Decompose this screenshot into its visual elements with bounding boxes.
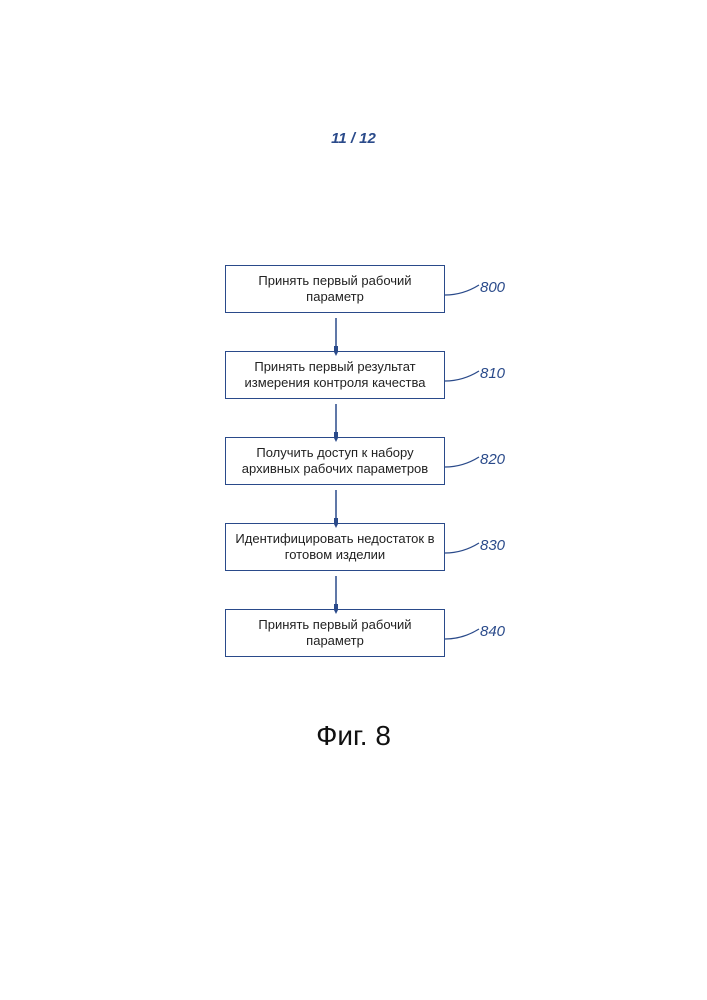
flow-connector bbox=[0, 495, 707, 523]
flow-step-label: Получить доступ к набору архивных рабочи… bbox=[232, 445, 438, 478]
flow-step-box: Принять первый рабочий параметр bbox=[225, 609, 445, 657]
leader-line bbox=[445, 283, 481, 297]
page: 11 / 12 Принять первый рабочий параметр … bbox=[0, 0, 707, 1000]
flow-step-box: Принять первый рабочий параметр bbox=[225, 265, 445, 313]
flow-step-ref: 830 bbox=[480, 537, 505, 554]
flow-step-label: Принять первый рабочий параметр bbox=[232, 273, 438, 306]
flow-step-ref: 820 bbox=[480, 451, 505, 468]
leader-line bbox=[445, 455, 481, 469]
leader-line bbox=[445, 627, 481, 641]
flow-step-ref: 810 bbox=[480, 365, 505, 382]
flow-step-box: Принять первый результат измерения контр… bbox=[225, 351, 445, 399]
figure-caption: Фиг. 8 bbox=[0, 720, 707, 752]
flow-step-box: Получить доступ к набору архивных рабочи… bbox=[225, 437, 445, 485]
flow-step-box: Идентифицировать недостаток в готовом из… bbox=[225, 523, 445, 571]
flow-connector bbox=[0, 323, 707, 351]
flow-step: Принять первый результат измерения контр… bbox=[0, 351, 707, 409]
flowchart: Принять первый рабочий параметр 800 Прин… bbox=[0, 265, 707, 667]
page-number: 11 / 12 bbox=[0, 130, 707, 147]
flow-connector bbox=[0, 581, 707, 609]
flow-step: Идентифицировать недостаток в готовом из… bbox=[0, 523, 707, 581]
flow-connector bbox=[0, 409, 707, 437]
flow-step-label: Принять первый результат измерения контр… bbox=[232, 359, 438, 392]
flow-step-label: Принять первый рабочий параметр bbox=[232, 617, 438, 650]
flow-step: Получить доступ к набору архивных рабочи… bbox=[0, 437, 707, 495]
leader-line bbox=[445, 369, 481, 383]
flow-step: Принять первый рабочий параметр 840 bbox=[0, 609, 707, 667]
leader-line bbox=[445, 541, 481, 555]
flow-step-ref: 800 bbox=[480, 279, 505, 296]
flow-step: Принять первый рабочий параметр 800 bbox=[0, 265, 707, 323]
flow-step-ref: 840 bbox=[480, 623, 505, 640]
flow-step-label: Идентифицировать недостаток в готовом из… bbox=[232, 531, 438, 564]
